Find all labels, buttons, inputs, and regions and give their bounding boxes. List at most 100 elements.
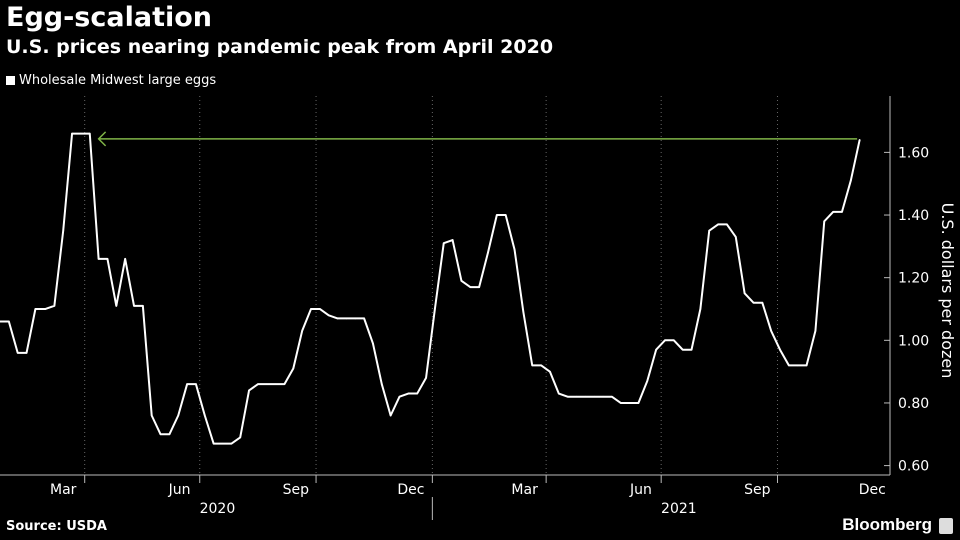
data-point [513,248,516,251]
data-point [673,339,675,342]
x-tick-label: Sep [744,482,771,498]
y-tick-label: 0.80 [898,396,929,412]
data-point [628,402,631,404]
data-point [770,330,772,332]
data-point [425,377,427,379]
data-point [380,383,383,385]
data-point [575,395,578,398]
data-point [814,330,817,332]
data-point [8,320,10,323]
data-point [619,402,622,404]
data-point [195,383,197,385]
data-point [212,442,215,445]
data-point [850,179,852,182]
y-tick-label: 1.40 [898,208,929,224]
data-point [97,258,100,260]
data-point [354,317,357,320]
data-point [796,364,799,367]
data-point [779,348,781,351]
y-tick-label: 1.60 [898,145,929,161]
data-point [115,305,118,307]
y-tick-label: 0.60 [898,459,929,475]
data-point [44,308,47,310]
data-point [717,223,719,226]
data-point [557,392,560,395]
data-point [124,258,126,260]
data-point [416,392,418,395]
data-point [292,367,295,370]
data-point [168,433,171,436]
x-tick-label: Jun [629,482,652,498]
data-point [743,292,746,295]
data-point [25,352,28,354]
series-line [0,132,861,445]
data-point [469,286,472,288]
data-point [478,286,480,288]
data-point [53,305,56,307]
data-point [327,314,330,317]
data-point [407,392,410,395]
y-tick-label: 1.20 [898,271,929,287]
data-point [336,317,339,320]
data-point [593,395,595,398]
data-point [566,395,569,398]
y-tick-label: 1.00 [898,333,929,349]
legend: Wholesale Midwest large eggs [6,73,216,88]
data-point [398,395,401,398]
data-point [88,132,91,135]
data-point [106,258,109,260]
data-point [239,436,241,439]
data-point [841,211,843,213]
data-point [496,214,498,216]
x-tick-label: Sep [283,482,310,498]
data-point [646,380,649,382]
chart-title: Egg-scalation [6,2,213,33]
data-point [16,352,19,354]
data-point [752,301,755,304]
legend-label: Wholesale Midwest large eggs [19,73,217,88]
year-label: 2020 [200,501,236,517]
data-point [177,414,180,417]
data-point [442,242,445,245]
peak-arrow-head [97,131,107,147]
data-point [451,239,454,241]
data-point [434,308,436,310]
data-point [699,308,702,310]
x-tick-label: Jun [168,482,191,498]
data-point [858,139,861,141]
data-point [788,364,790,367]
data-point [71,132,73,135]
data-point [319,308,321,310]
data-point [283,383,286,385]
data-point [204,414,206,417]
data-point [80,132,82,135]
data-point [265,383,268,385]
data-point [637,402,640,404]
data-point [186,383,188,385]
data-point [310,308,312,310]
x-tick-label: Dec [397,482,424,498]
data-point [726,223,728,226]
data-point [531,364,534,367]
data-point [602,395,604,398]
data-point [230,442,233,445]
data-point [389,414,392,417]
data-point [540,364,542,367]
x-tick-label: Mar [50,482,77,498]
data-point [708,229,711,232]
x-tick-label: Dec [859,482,886,498]
data-point [805,364,808,367]
data-point [522,311,525,313]
data-point [504,214,507,216]
x-tick-label: Mar [511,482,538,498]
data-point [487,251,489,254]
data-point [761,301,764,304]
data-point [257,383,259,385]
source-note: Source: USDA [6,519,107,534]
data-point [133,305,135,307]
data-point [159,433,162,436]
data-point [611,395,613,398]
data-point [655,348,657,351]
data-point [150,414,153,417]
